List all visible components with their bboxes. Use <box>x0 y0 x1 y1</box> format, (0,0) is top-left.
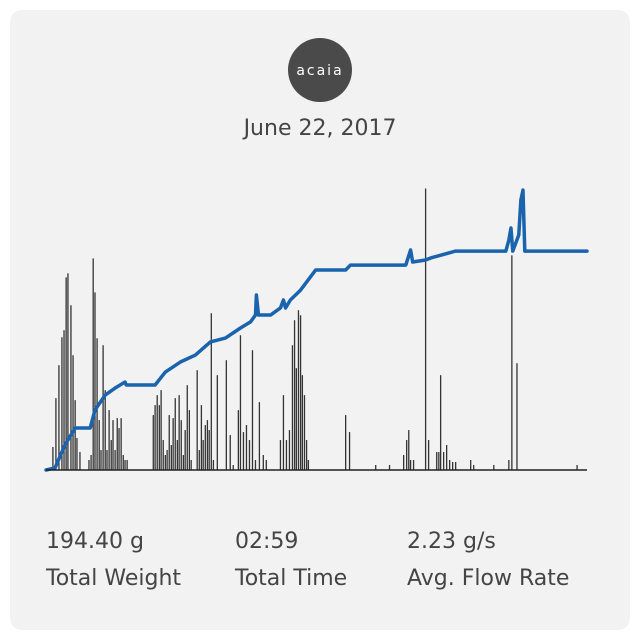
stat-value: 194.40 g <box>46 529 144 554</box>
stat-label: Avg. Flow Rate <box>407 566 569 591</box>
weight-line <box>44 188 589 472</box>
stat-label: Total Time <box>234 566 347 591</box>
logo-badge <box>288 38 352 102</box>
logo: acaia <box>296 63 343 79</box>
stat-value: 02:59 <box>235 529 298 554</box>
card <box>10 10 630 630</box>
date: June 22, 2017 <box>242 116 397 141</box>
plot <box>44 188 589 472</box>
stat-label: Total Weight <box>45 566 181 591</box>
stat-value: 2.23 g/s <box>407 529 496 554</box>
